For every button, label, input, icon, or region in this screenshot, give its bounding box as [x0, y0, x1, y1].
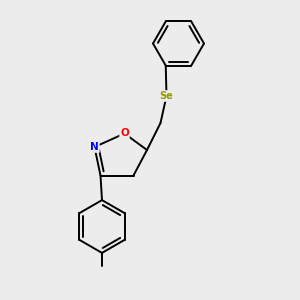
Text: O: O: [120, 128, 129, 139]
Text: N: N: [90, 142, 99, 152]
Text: Se: Se: [160, 91, 173, 101]
